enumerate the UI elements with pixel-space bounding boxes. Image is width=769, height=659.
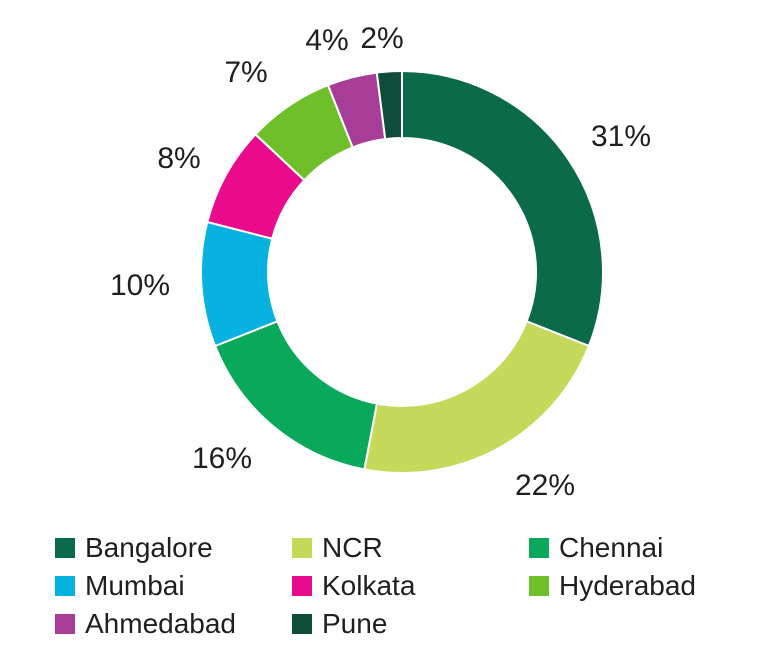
legend-label: Kolkata [322,570,416,601]
legend-swatch [55,576,75,596]
data-label-mumbai: 10% [110,269,170,302]
slice-ncr [363,320,591,474]
legend-label: Hyderabad [559,570,696,601]
legend-item-kolkata: Kolkata [292,569,529,603]
legend-item-mumbai: Mumbai [55,569,292,603]
data-label-ncr: 22% [515,469,575,502]
legend-item-bangalore: Bangalore [55,531,292,565]
legend-swatch [55,614,75,634]
data-label-pune: 2% [360,22,403,55]
legend-swatch [292,614,312,634]
data-label-kolkata: 8% [157,142,200,175]
legend-label: Mumbai [85,570,185,601]
legend-swatch [292,576,312,596]
legend-swatch [292,538,312,558]
legend-item-ahmedabad: Ahmedabad [55,607,292,641]
legend-label: Pune [322,608,388,639]
legend-label: Ahmedabad [85,608,237,639]
data-label-hyderabad: 7% [224,56,267,89]
slice-pune [375,69,403,141]
data-labels: 31% 22% 16% 10% 8% 7% 4% 2% [110,22,651,502]
legend-label: Bangalore [85,532,213,563]
data-label-ahmedabad: 4% [305,24,348,57]
data-label-chennai: 16% [192,442,252,475]
legend-label: Chennai [559,532,664,563]
legend-item-hyderabad: Hyderabad [529,569,755,603]
legend-item-pune: Pune [292,607,529,641]
legend-item-chennai: Chennai [529,531,755,565]
donut-slices [200,69,604,474]
data-label-bangalore: 31% [591,120,651,153]
legend-item-ncr: NCR [292,531,529,565]
legend: Bangalore NCR Chennai Mumbai Kolkata Hyderaba… [55,531,755,641]
legend-swatch [529,576,549,596]
legend-label: NCR [322,532,383,563]
legend-swatch [529,538,549,558]
slice-bangalore [401,69,604,348]
legend-swatch [55,538,75,558]
